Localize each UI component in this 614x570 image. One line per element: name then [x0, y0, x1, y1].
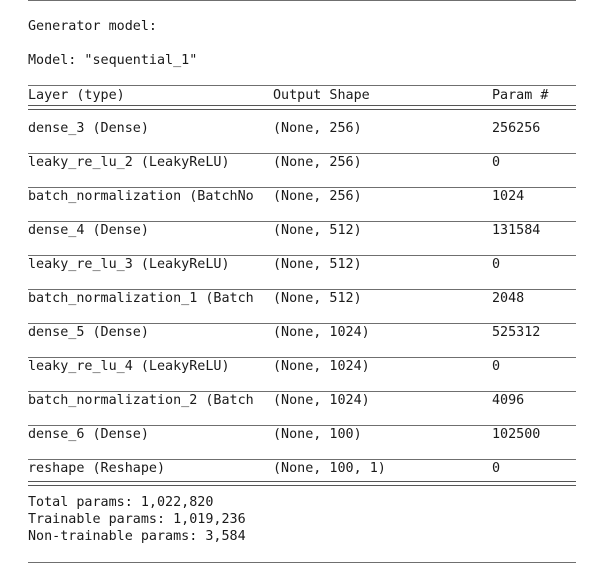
row-divider	[28, 425, 576, 426]
header-top-divider	[28, 85, 576, 86]
column-header-layer: Layer (type)	[28, 88, 125, 103]
layer-name: dense_5 (Dense)	[28, 325, 149, 340]
output-shape: (None, 100)	[273, 427, 362, 442]
trainable-params: Trainable params: 1,019,236	[28, 512, 246, 527]
param-count: 256256	[492, 121, 541, 136]
column-header-param: Param #	[492, 88, 549, 103]
output-shape: (None, 256)	[273, 121, 362, 136]
output-shape: (None, 1024)	[273, 325, 370, 340]
row-divider	[28, 153, 576, 154]
output-shape: (None, 512)	[273, 223, 362, 238]
layer-name: dense_3 (Dense)	[28, 121, 149, 136]
param-count: 2048	[492, 291, 525, 306]
layer-name: batch_normalization_1 (Batch	[28, 291, 254, 306]
param-count: 0	[492, 461, 501, 476]
row-divider	[28, 459, 576, 460]
layer-name: batch_normalization_2 (Batch	[28, 393, 254, 408]
output-shape: (None, 512)	[273, 257, 362, 272]
layer-name: dense_6 (Dense)	[28, 427, 149, 442]
output-shape: (None, 1024)	[273, 359, 370, 374]
header-double-divider	[28, 105, 576, 110]
layer-name: reshape (Reshape)	[28, 461, 166, 476]
row-divider	[28, 221, 576, 222]
param-count: 0	[492, 359, 501, 374]
param-count: 0	[492, 155, 501, 170]
total-params: Total params: 1,022,820	[28, 495, 214, 510]
row-divider	[28, 391, 576, 392]
param-count: 525312	[492, 325, 541, 340]
output-shape: (None, 100, 1)	[273, 461, 386, 476]
column-header-output-shape: Output Shape	[273, 88, 370, 103]
output-shape: (None, 256)	[273, 189, 362, 204]
row-divider	[28, 289, 576, 290]
top-divider	[28, 0, 576, 1]
row-divider	[28, 255, 576, 256]
param-count: 0	[492, 257, 501, 272]
param-count: 131584	[492, 223, 541, 238]
layer-name: leaky_re_lu_2 (LeakyReLU)	[28, 155, 230, 170]
layer-name: leaky_re_lu_3 (LeakyReLU)	[28, 257, 230, 272]
non-trainable-params: Non-trainable params: 3,584	[28, 529, 246, 544]
model-name: Model: "sequential_1"	[28, 53, 198, 68]
param-count: 1024	[492, 189, 525, 204]
layer-name: dense_4 (Dense)	[28, 223, 149, 238]
footer-double-divider	[28, 481, 576, 486]
row-divider	[28, 187, 576, 188]
param-count: 4096	[492, 393, 525, 408]
bottom-divider	[28, 562, 576, 563]
output-heading: Generator model:	[28, 19, 157, 34]
row-divider	[28, 323, 576, 324]
layer-name: batch_normalization (BatchNo	[28, 189, 254, 204]
output-shape: (None, 1024)	[273, 393, 370, 408]
param-count: 102500	[492, 427, 541, 442]
output-shape: (None, 512)	[273, 291, 362, 306]
output-shape: (None, 256)	[273, 155, 362, 170]
row-divider	[28, 357, 576, 358]
layer-name: leaky_re_lu_4 (LeakyReLU)	[28, 359, 230, 374]
